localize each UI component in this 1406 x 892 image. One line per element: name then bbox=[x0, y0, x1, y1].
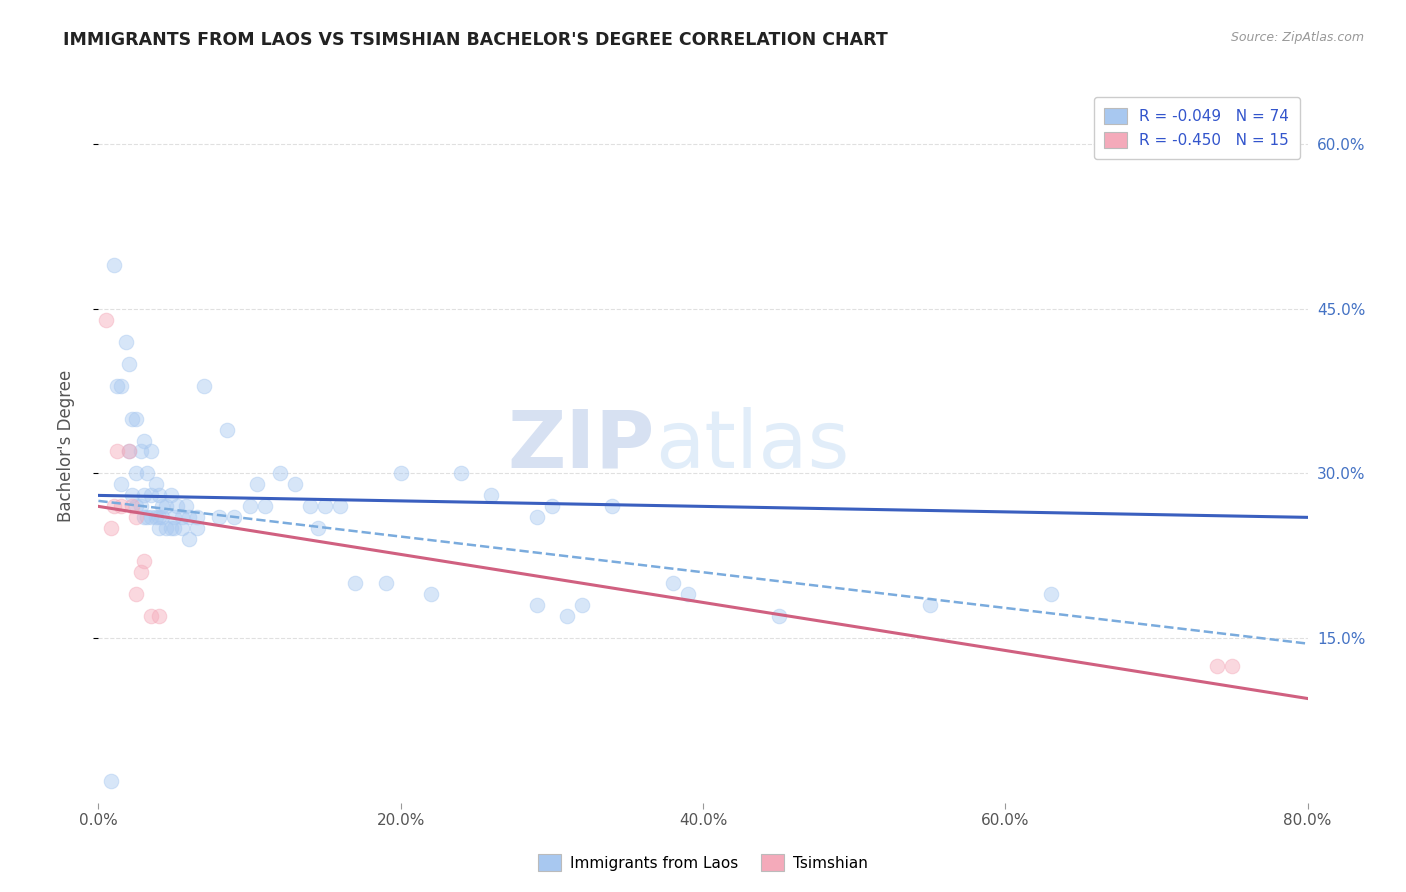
Point bbox=[481, 488, 503, 502]
Point bbox=[420, 587, 443, 601]
Point bbox=[125, 411, 148, 425]
Point bbox=[105, 378, 128, 392]
Point bbox=[160, 521, 183, 535]
Point bbox=[284, 477, 307, 491]
Legend: Immigrants from Laos, Tsimshian: Immigrants from Laos, Tsimshian bbox=[531, 848, 875, 877]
Point bbox=[155, 500, 177, 514]
Point bbox=[602, 500, 624, 514]
Point bbox=[135, 467, 157, 481]
Point bbox=[160, 488, 183, 502]
Point bbox=[179, 510, 201, 524]
Point bbox=[166, 500, 188, 514]
Point bbox=[148, 521, 170, 535]
Point bbox=[389, 467, 412, 481]
Point bbox=[148, 488, 170, 502]
Point bbox=[299, 500, 322, 514]
Point bbox=[155, 521, 177, 535]
Point bbox=[125, 587, 148, 601]
Point bbox=[103, 258, 125, 272]
Point bbox=[329, 500, 352, 514]
Point bbox=[571, 598, 593, 612]
Point bbox=[103, 500, 125, 514]
Point bbox=[170, 521, 193, 535]
Point bbox=[208, 510, 231, 524]
Point bbox=[676, 587, 699, 601]
Point bbox=[314, 500, 336, 514]
Point bbox=[121, 488, 143, 502]
Point bbox=[129, 444, 152, 458]
Point bbox=[193, 378, 215, 392]
Point bbox=[170, 510, 193, 524]
Point bbox=[540, 500, 562, 514]
Point bbox=[135, 510, 157, 524]
Point bbox=[141, 510, 163, 524]
Point bbox=[132, 434, 155, 448]
Point bbox=[526, 598, 548, 612]
Point bbox=[141, 444, 163, 458]
Point bbox=[100, 521, 122, 535]
Point bbox=[215, 423, 238, 437]
Point bbox=[1039, 587, 1062, 601]
Y-axis label: Bachelor's Degree: Bachelor's Degree bbox=[56, 370, 75, 522]
Point bbox=[110, 378, 132, 392]
Point bbox=[148, 609, 170, 624]
Text: ZIP: ZIP bbox=[508, 407, 655, 485]
Point bbox=[118, 444, 141, 458]
Point bbox=[105, 444, 128, 458]
Point bbox=[150, 500, 173, 514]
Point bbox=[253, 500, 276, 514]
Point bbox=[450, 467, 472, 481]
Point bbox=[129, 566, 152, 580]
Point bbox=[118, 444, 141, 458]
Point bbox=[1206, 658, 1229, 673]
Point bbox=[125, 510, 148, 524]
Point bbox=[174, 500, 197, 514]
Point bbox=[1220, 658, 1243, 673]
Point bbox=[307, 521, 329, 535]
Text: IMMIGRANTS FROM LAOS VS TSIMSHIAN BACHELOR'S DEGREE CORRELATION CHART: IMMIGRANTS FROM LAOS VS TSIMSHIAN BACHEL… bbox=[63, 31, 889, 49]
Point bbox=[145, 510, 167, 524]
Point bbox=[141, 609, 163, 624]
Point bbox=[129, 500, 152, 514]
Point bbox=[145, 477, 167, 491]
Point bbox=[132, 488, 155, 502]
Point bbox=[186, 521, 208, 535]
Point bbox=[163, 510, 186, 524]
Point bbox=[918, 598, 941, 612]
Point bbox=[110, 477, 132, 491]
Point bbox=[224, 510, 246, 524]
Point bbox=[100, 773, 122, 788]
Point bbox=[179, 533, 201, 547]
Point bbox=[661, 576, 683, 591]
Point bbox=[555, 609, 578, 624]
Point bbox=[121, 500, 143, 514]
Point bbox=[239, 500, 262, 514]
Point bbox=[132, 510, 155, 524]
Point bbox=[150, 510, 173, 524]
Point bbox=[125, 500, 148, 514]
Point bbox=[114, 334, 136, 349]
Point bbox=[163, 521, 186, 535]
Point bbox=[110, 500, 132, 514]
Point bbox=[269, 467, 291, 481]
Point bbox=[526, 510, 548, 524]
Point bbox=[344, 576, 367, 591]
Point bbox=[118, 357, 141, 371]
Point bbox=[246, 477, 269, 491]
Point bbox=[186, 510, 208, 524]
Point bbox=[768, 609, 790, 624]
Text: Source: ZipAtlas.com: Source: ZipAtlas.com bbox=[1230, 31, 1364, 45]
Point bbox=[94, 312, 117, 326]
Point bbox=[132, 554, 155, 568]
Point bbox=[125, 467, 148, 481]
Text: atlas: atlas bbox=[655, 407, 849, 485]
Point bbox=[121, 411, 143, 425]
Point bbox=[141, 488, 163, 502]
Legend: R = -0.049   N = 74, R = -0.450   N = 15: R = -0.049 N = 74, R = -0.450 N = 15 bbox=[1094, 97, 1301, 159]
Point bbox=[374, 576, 396, 591]
Point bbox=[148, 510, 170, 524]
